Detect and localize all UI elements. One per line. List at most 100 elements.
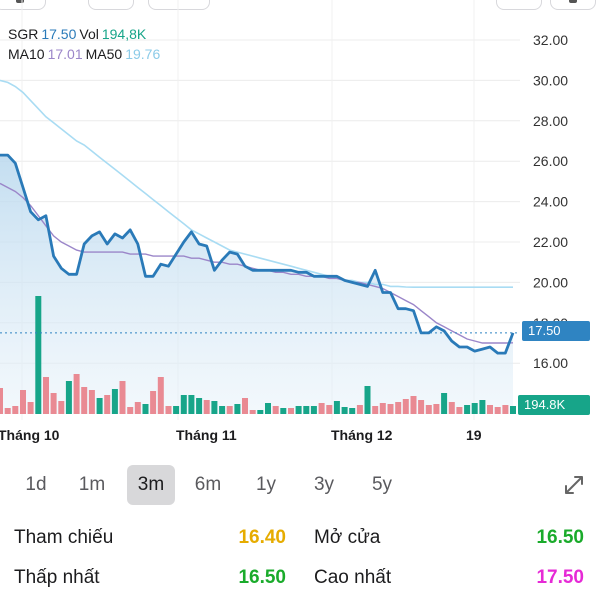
period-5y[interactable]: 5y (371, 474, 393, 495)
y-tick-label: 20.00 (533, 274, 568, 290)
volume-bar (456, 407, 463, 414)
volume-bar (303, 406, 310, 414)
volume-bar (180, 395, 187, 414)
volume-bar (249, 410, 256, 414)
volume-bar (441, 393, 448, 414)
volume-bar (165, 406, 172, 414)
y-tick-label: 22.00 (533, 234, 568, 250)
volume-bar (58, 401, 65, 414)
high-label: Cao nhất (314, 567, 392, 588)
volume-bar (448, 402, 455, 414)
y-tick-label: 16.00 (533, 355, 568, 371)
y-axis: 32.0030.0028.0026.0024.0022.0020.0018.00… (533, 32, 568, 371)
vol-value: 194,8K (101, 26, 147, 42)
volume-bar (73, 374, 80, 414)
period-3y[interactable]: 3y (313, 474, 335, 495)
volume-bar (272, 406, 279, 414)
volume-bar (349, 408, 356, 414)
price-value: 17.50 (41, 26, 77, 42)
period-1d[interactable]: 1d (25, 474, 47, 495)
volume-bar (502, 405, 509, 414)
y-tick-label: 28.00 (533, 113, 568, 129)
volume-bar (81, 387, 88, 414)
volume-bar (242, 398, 248, 414)
current-volume-tag: 194.8K (518, 395, 590, 415)
vol-label: Vol (79, 26, 99, 42)
x-tick-label: 19 (466, 427, 482, 443)
volume-bar (318, 403, 325, 414)
volume-bar (111, 389, 118, 414)
volume-bar (65, 381, 72, 414)
volume-bar (219, 406, 226, 414)
volume-bar (418, 400, 425, 414)
x-tick-label: Tháng 11 (176, 427, 237, 443)
volume-bar (379, 403, 386, 414)
volume-bar (196, 398, 203, 414)
price-chart[interactable]: 32.0030.0028.0026.0024.0022.0020.0018.00… (0, 0, 600, 452)
period-1y[interactable]: 1y (255, 474, 277, 495)
y-tick-label: 30.00 (533, 72, 568, 88)
menu-icon (16, 0, 24, 3)
volume-bar (35, 296, 42, 414)
volume-bar (265, 403, 271, 414)
legend-row-price: SGR 17.50 Vol 194,8K (8, 26, 149, 42)
period-3m[interactable]: 3m (127, 465, 175, 505)
volume-bar (20, 390, 26, 414)
volume-bar (471, 403, 478, 414)
volume-bar (226, 406, 233, 414)
volume-bar (88, 390, 95, 414)
period-6m[interactable]: 6m (194, 474, 222, 495)
period-1m[interactable]: 1m (78, 474, 106, 495)
volume-bar (464, 405, 471, 414)
ma10-label: MA10 (8, 46, 45, 62)
volume-bar (510, 406, 516, 414)
volume-bar (150, 391, 157, 414)
volume-bar (372, 406, 379, 414)
reference-label: Tham chiếu (14, 527, 114, 548)
volume-bar (333, 401, 340, 414)
reference-value: 16.40 (238, 527, 286, 548)
volume-bar (326, 405, 333, 414)
volume-bar (257, 410, 264, 414)
price-line (0, 153, 515, 355)
volume-bar (12, 406, 19, 414)
volume-bar (395, 402, 402, 414)
volume-bar (4, 408, 11, 414)
volume-bar (410, 396, 417, 414)
y-tick-label: 32.00 (533, 32, 568, 48)
volume-bar (280, 408, 287, 414)
x-axis: Tháng 10 Tháng 11 Tháng 12 19 (0, 427, 482, 443)
ma10-value: 17.01 (47, 46, 83, 62)
volume-bar (127, 407, 134, 414)
volume-bar (234, 404, 241, 414)
volume-bar (494, 407, 501, 414)
volume-bar (341, 407, 348, 414)
volume-bar (295, 406, 302, 414)
period-selector: 1d 1m 3m 6m 1y 3y 5y (10, 465, 590, 505)
volume-bar (104, 395, 111, 414)
volume-bar (142, 404, 149, 414)
current-price-tag: 17.50 (522, 321, 590, 341)
y-tick-label: 26.00 (533, 153, 568, 169)
open-value: 16.50 (536, 527, 584, 548)
volume-bar (134, 402, 141, 414)
y-tick-label: 24.00 (533, 194, 568, 210)
volume-bar (425, 405, 432, 414)
volume-bar (188, 395, 195, 414)
volume-bar (310, 406, 317, 414)
volume-bar (157, 377, 164, 414)
x-tick-label: Tháng 12 (331, 427, 393, 443)
ma50-label: MA50 (85, 46, 123, 62)
volume-bar (27, 402, 34, 414)
low-value: 16.50 (238, 567, 286, 588)
volume-bar (119, 381, 126, 414)
price-area-fill (0, 155, 513, 414)
more-icon (569, 0, 577, 3)
legend-row-ma: MA10 17.01 MA50 19.76 (8, 46, 163, 62)
volume-bar (203, 400, 210, 414)
volume-bars (0, 296, 516, 414)
volume-bar (96, 398, 103, 414)
volume-bar (211, 401, 218, 414)
ma50-line (0, 79, 513, 289)
expand-icon[interactable] (562, 473, 586, 497)
